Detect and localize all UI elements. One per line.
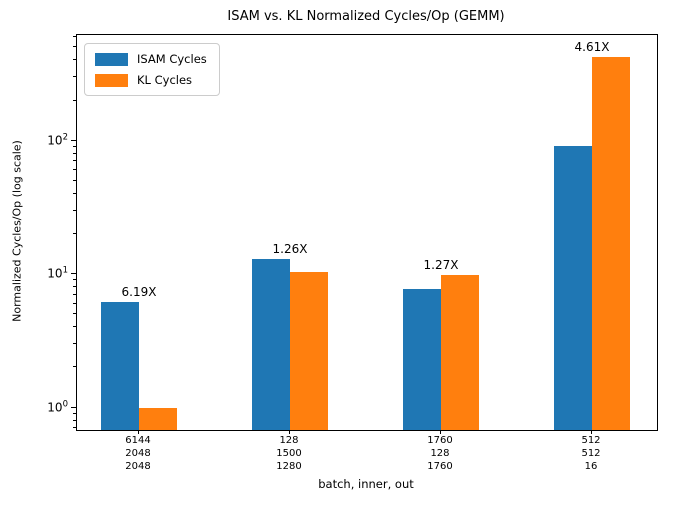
y-minor-tick-mark — [73, 35, 76, 37]
kl-color-swatch — [95, 73, 128, 87]
isam-color-swatch — [95, 52, 128, 66]
ratio-annotation: 6.19X — [121, 284, 157, 299]
x-tick-label-line: 128 — [279, 435, 299, 446]
y-minor-tick-mark — [73, 179, 76, 181]
isam-bar — [101, 301, 139, 430]
y-minor-tick-mark — [73, 286, 76, 288]
y-tick-label: 101 — [47, 265, 68, 281]
y-tick-label: 100 — [47, 399, 68, 415]
legend-label-isam: ISAM Cycles — [137, 52, 207, 66]
isam-bar — [403, 288, 441, 430]
x-tick-label-line: 2048 — [125, 448, 151, 459]
x-tick-label-line: 1500 — [276, 448, 302, 459]
y-minor-tick-mark — [73, 169, 76, 171]
x-tick-mark — [138, 430, 139, 434]
y-minor-tick-mark — [73, 76, 76, 78]
y-minor-tick-mark — [73, 99, 76, 101]
y-minor-tick-mark — [73, 412, 76, 414]
x-tick-label: 512 512 16 — [581, 434, 600, 473]
x-tick-mark — [440, 430, 441, 434]
x-tick-label-line: 6144 — [125, 435, 151, 446]
legend-item-kl: KL Cycles — [95, 73, 207, 87]
x-tick-label: 6144 2048 2048 — [125, 434, 150, 473]
isam-bar — [252, 258, 290, 430]
x-tick-label: 1760 128 1760 — [427, 434, 452, 473]
isam-bar — [554, 145, 592, 430]
y-minor-tick-mark — [73, 293, 76, 295]
y-major-tick-mark — [71, 273, 76, 275]
kl-bar — [592, 57, 630, 430]
ratio-annotation: 1.27X — [423, 257, 459, 272]
x-tick-label-line: 512 — [581, 448, 601, 459]
y-tick-label: 102 — [47, 132, 68, 148]
y-minor-tick-mark — [73, 160, 76, 162]
x-tick-label-line: 1760 — [427, 461, 453, 472]
plot-area: ISAM Cycles KL Cycles 6.19X 1.26X 1.27X 4.6… — [76, 34, 658, 431]
y-minor-tick-mark — [73, 302, 76, 304]
y-minor-tick-mark — [73, 145, 76, 147]
y-minor-tick-mark — [73, 46, 76, 48]
y-major-tick-mark — [71, 406, 76, 408]
y-minor-tick-mark — [73, 192, 76, 194]
y-minor-tick-mark — [73, 419, 76, 421]
x-tick-mark — [289, 430, 290, 434]
x-tick-label-line: 128 — [430, 448, 450, 459]
y-minor-tick-mark — [73, 326, 76, 328]
y-minor-tick-mark — [73, 279, 76, 281]
y-minor-tick-mark — [73, 366, 76, 368]
x-axis-label: batch, inner, out — [318, 477, 414, 491]
ratio-annotation: 1.26X — [272, 241, 308, 256]
y-axis-label: Normalized Cycles/Op (log scale) — [10, 140, 24, 322]
y-minor-tick-mark — [73, 209, 76, 211]
x-tick-label: 128 1500 1280 — [276, 434, 301, 473]
kl-bar — [290, 272, 328, 430]
y-major-tick-mark — [71, 139, 76, 141]
legend: ISAM Cycles KL Cycles — [84, 43, 220, 96]
kl-bar — [441, 274, 479, 430]
x-tick-label-line: 2048 — [125, 461, 151, 472]
legend-label-kl: KL Cycles — [137, 73, 193, 87]
chart-title: ISAM vs. KL Normalized Cycles/Op (GEMM) — [227, 9, 505, 24]
x-tick-label-line: 16 — [584, 461, 598, 472]
y-minor-tick-mark — [73, 427, 76, 429]
x-tick-mark — [591, 430, 592, 434]
x-tick-label-line: 1280 — [276, 461, 302, 472]
y-minor-tick-mark — [73, 313, 76, 315]
kl-bar — [139, 407, 177, 430]
x-tick-label-line: 512 — [581, 435, 601, 446]
y-minor-tick-mark — [73, 233, 76, 235]
ratio-annotation: 4.61X — [574, 40, 610, 55]
y-minor-tick-mark — [73, 59, 76, 61]
x-tick-label-line: 1760 — [427, 435, 453, 446]
y-minor-tick-mark — [73, 152, 76, 154]
legend-item-isam: ISAM Cycles — [95, 52, 207, 66]
y-minor-tick-mark — [73, 342, 76, 344]
